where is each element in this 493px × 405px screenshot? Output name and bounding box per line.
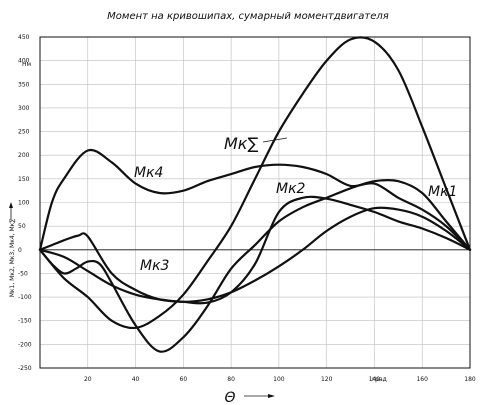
series-line-2 (38, 195, 472, 305)
label-mk-sum: Мк∑ (224, 134, 258, 153)
grid (40, 36, 471, 369)
x-tick-label: 180 (464, 376, 476, 383)
x-tick-label: 80 (227, 376, 235, 383)
x-tick-label: 100 (273, 376, 285, 383)
y-axis-label-arrowhead (9, 202, 13, 208)
x-unit-note: град (372, 376, 387, 383)
x-tick-label: 160 (416, 376, 428, 383)
series-line--sum (38, 36, 472, 330)
x-tick-labels: 20 40 60 80 100 120 140 160 180 (84, 376, 476, 383)
x-axis-label: Θ (224, 390, 235, 405)
y-tick-label: 250 (18, 129, 30, 136)
series-line-4 (38, 148, 472, 251)
y-tick-label: 450 (18, 34, 30, 41)
y-tick-labels: 450 400 350 300 250 200 150 100 50 0 -50 -100 -150 -2… (18, 34, 32, 372)
y-tick-label: -50 (18, 270, 28, 277)
series-lines (38, 36, 472, 353)
y-tick-label: 400 (18, 58, 30, 65)
y-tick-label: 50 (18, 223, 26, 230)
series-line-3 (38, 178, 472, 353)
series-line-1 (38, 206, 472, 303)
y-axis-label: Мк1, Мк2, Мк3, Мк4, Мк∑ (9, 219, 16, 298)
y-tick-label: 350 (18, 81, 30, 88)
label-mk1: Мк1 (428, 184, 457, 200)
x-tick-label: 60 (180, 376, 188, 383)
x-tick-label: 140 (369, 376, 381, 383)
x-tick-label: 120 (321, 376, 333, 383)
x-tick-label: 20 (84, 376, 92, 383)
x-tick-label: 40 (132, 376, 140, 383)
y-tick-label: 100 (18, 200, 30, 207)
x-axis-label-arrowhead (268, 394, 275, 398)
y-unit-label: Нм (22, 61, 31, 68)
label-mk4: Мк4 (134, 165, 163, 181)
label-mk3: Мк3 (140, 258, 169, 274)
y-tick-label: 0 (18, 247, 22, 254)
y-tick-label: 150 (18, 176, 30, 183)
sum-leader-line (262, 137, 288, 143)
y-tick-label: -250 (18, 365, 32, 372)
y-tick-label: -100 (18, 294, 32, 301)
y-tick-label: -200 (18, 341, 32, 348)
axes (39, 36, 471, 369)
label-mk2: Мк2 (276, 181, 306, 197)
plot-frame (39, 36, 471, 369)
y-tick-label: -150 (18, 318, 32, 325)
y-tick-label: 300 (18, 105, 30, 112)
chart-title: Момент на кривошипах, сумарный моментдви… (107, 11, 389, 22)
y-tick-label: 200 (18, 152, 30, 159)
